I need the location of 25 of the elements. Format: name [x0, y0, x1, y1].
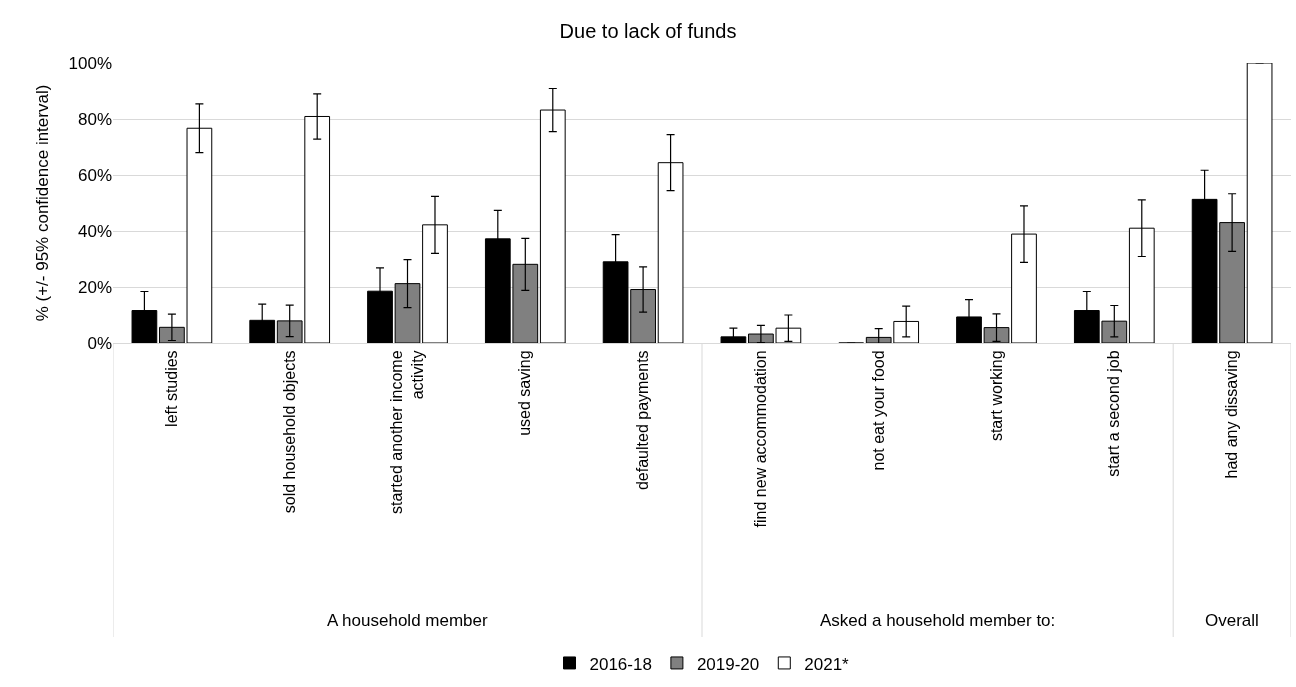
x-tick-label: start working: [987, 350, 1005, 442]
x-tick-label: not eat your food: [869, 350, 887, 471]
y-tick-label: 40%: [77, 221, 112, 241]
x-tick-label: sold household objects: [280, 350, 298, 514]
y-tick-label: 20%: [77, 277, 112, 297]
legend-label: 2021*: [804, 654, 850, 674]
y-axis-title: % (+/- 95% confidence interval): [33, 84, 53, 322]
chart-title: Due to lack of funds: [559, 20, 737, 43]
x-tick-label: defaulted payments: [634, 350, 652, 491]
text: A household member: [327, 611, 488, 630]
y-tick-label: 0%: [87, 333, 112, 353]
x-tick-label: started another income activity: [388, 350, 427, 515]
legend-label: 2019-20: [696, 654, 760, 674]
x-tick-label: used saving: [516, 350, 534, 436]
x-tick-label: find new accommodation: [752, 350, 770, 528]
y-tick-label: 100%: [68, 53, 112, 73]
x-tick-label: had any dissaving: [1223, 350, 1241, 479]
y-tick-label: 80%: [77, 109, 112, 129]
x-tick-label: start a second job: [1105, 350, 1123, 477]
y-tick-label: 60%: [77, 165, 112, 185]
text: Overall: [1205, 611, 1259, 630]
bar: [1246, 63, 1273, 343]
legend-label: 2016-18: [589, 654, 652, 674]
text: Asked a household member to:: [820, 611, 1056, 630]
x-tick-label: left studies: [163, 350, 181, 427]
